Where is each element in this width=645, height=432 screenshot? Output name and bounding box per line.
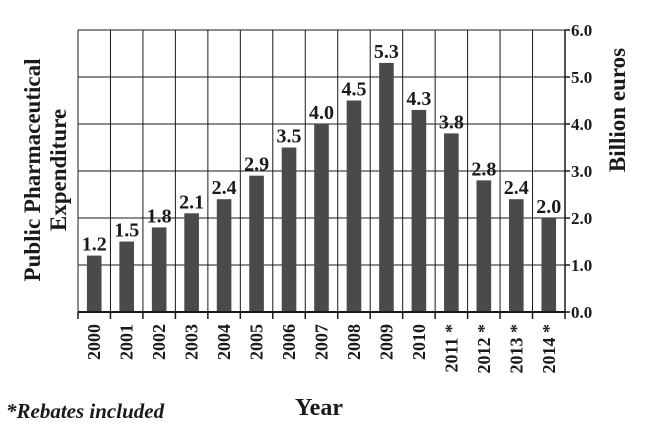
data-label: 2.4 [212, 177, 237, 199]
x-axis-title: Year [295, 395, 343, 421]
x-tick-label: 2000 [84, 324, 104, 360]
y-tick-label: 4.0 [571, 115, 592, 134]
data-label: 4.3 [406, 88, 431, 110]
data-label: 2.4 [504, 177, 529, 199]
data-label: 2.1 [179, 191, 204, 213]
data-label: 2.8 [471, 158, 496, 180]
data-label: 1.5 [114, 220, 139, 242]
y-tick-label: 0.0 [571, 303, 592, 322]
x-tick-label: 2006 [279, 324, 299, 360]
bar [444, 133, 459, 312]
y-tick-labels: 0.0 1.0 2.0 3.0 4.0 5.0 6.0 [571, 21, 592, 322]
x-tick-label: 2001 [117, 324, 137, 360]
bar [86, 255, 102, 312]
x-tick-label: 2002 [149, 324, 169, 360]
bar [281, 147, 297, 312]
y-tick-label: 6.0 [571, 21, 592, 40]
data-label: 3.5 [277, 126, 302, 148]
y-tick-label: 1.0 [571, 256, 592, 275]
x-tick-label: 2013 * [506, 324, 526, 374]
x-tick-label: 2007 [312, 324, 332, 360]
x-tick-label: 2014 * [539, 324, 559, 374]
bar [216, 199, 232, 312]
bar [379, 62, 394, 313]
footnote: *Rebates included [6, 399, 165, 423]
bar [184, 213, 199, 312]
bar [476, 180, 492, 312]
bar [411, 109, 427, 313]
x-tick-label: 2003 [182, 324, 202, 360]
bars [86, 62, 557, 313]
x-tick-label: 2011 * [441, 324, 461, 373]
y-axis-title-line-2: Expenditure [46, 109, 71, 231]
data-label: 2.9 [244, 154, 269, 176]
bar [119, 241, 135, 312]
x-tick-label: 2005 [247, 324, 267, 360]
y-tick-label: 5.0 [571, 68, 592, 87]
x-tick-label: 2004 [214, 324, 234, 360]
data-label: 1.8 [147, 205, 172, 227]
bar [249, 175, 264, 312]
x-tick-label: 2009 [376, 324, 396, 360]
bar [541, 218, 557, 312]
data-label: 1.2 [82, 234, 107, 256]
x-tick-label: 2010 [409, 324, 429, 360]
y-tick-label: 2.0 [571, 209, 592, 228]
data-labels: 1.2 1.5 1.8 2.1 2.4 2.9 3.5 4.0 4.5 5.3 4.3 3.8 2.8 2… [82, 41, 562, 256]
y-axis-title-right: Billion euros [605, 48, 630, 172]
data-label: 5.3 [374, 41, 399, 63]
x-tick-label: 2012 * [474, 324, 494, 374]
x-tick-labels: 2000 2001 2002 2003 2004 2005 2006 2007 2008 2009… [84, 324, 559, 374]
data-label: 2.0 [536, 196, 561, 218]
data-label: 4.0 [309, 102, 334, 124]
data-label: 3.8 [439, 111, 464, 133]
data-label: 4.5 [341, 79, 366, 101]
bar [508, 199, 524, 312]
x-tick-label: 2008 [344, 324, 364, 360]
bar [314, 124, 329, 312]
bar [151, 227, 167, 312]
bar [346, 100, 362, 312]
y-axis-title-line-1: Public Pharmaceutical [20, 59, 45, 282]
y-tick-label: 3.0 [571, 162, 592, 181]
axes [77, 29, 570, 319]
